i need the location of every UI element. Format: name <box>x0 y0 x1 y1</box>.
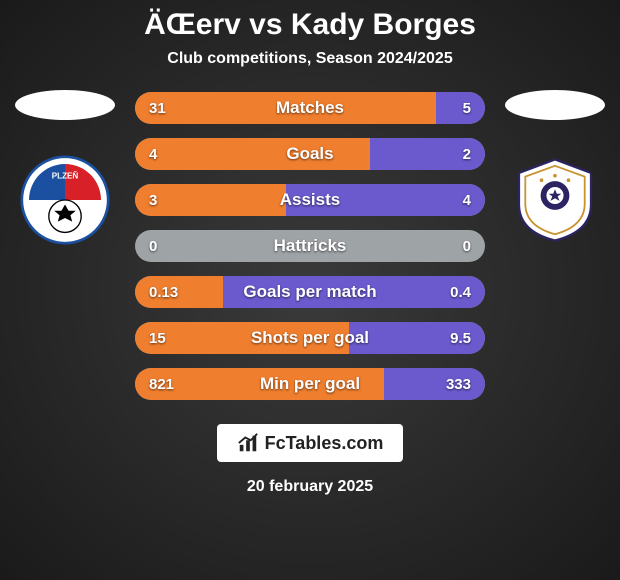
svg-text:PLZEŇ: PLZEŇ <box>52 171 79 180</box>
left-column: PLZEŇ <box>5 90 125 245</box>
stat-row: 0Hattricks0 <box>135 230 485 262</box>
stat-value-right: 0.4 <box>450 284 471 301</box>
stat-row: 3Assists4 <box>135 184 485 216</box>
right-club-badge <box>510 155 600 245</box>
stat-value-right: 9.5 <box>450 330 471 347</box>
stat-label: Hattricks <box>135 236 485 256</box>
stat-label: Min per goal <box>135 374 485 394</box>
page-title: ÄŒerv vs Kady Borges <box>144 8 476 42</box>
right-player-silhouette <box>505 90 605 120</box>
chart-icon <box>237 432 259 454</box>
stat-value-right: 0 <box>463 238 471 255</box>
stat-row: 4Goals2 <box>135 138 485 170</box>
subtitle: Club competitions, Season 2024/2025 <box>167 50 452 68</box>
left-club-badge: PLZEŇ <box>20 155 110 245</box>
stat-label: Matches <box>135 98 485 118</box>
stat-label: Assists <box>135 190 485 210</box>
stat-row: 31Matches5 <box>135 92 485 124</box>
right-column <box>495 90 615 245</box>
stat-label: Goals <box>135 144 485 164</box>
stat-label: Goals per match <box>135 282 485 302</box>
stat-value-right: 2 <box>463 146 471 163</box>
main-area: PLZEŇ 31Matches54Goals23Assists40Hattric… <box>0 90 620 400</box>
infographic-container: ÄŒerv vs Kady Borges Club competitions, … <box>0 0 620 580</box>
brand-text: FcTables.com <box>265 433 384 454</box>
stat-label: Shots per goal <box>135 328 485 348</box>
stat-row: 0.13Goals per match0.4 <box>135 276 485 308</box>
stat-value-right: 333 <box>446 376 471 393</box>
stat-row: 15Shots per goal9.5 <box>135 322 485 354</box>
stat-value-right: 5 <box>463 100 471 117</box>
left-player-silhouette <box>15 90 115 120</box>
stat-value-right: 4 <box>463 192 471 209</box>
stat-row: 821Min per goal333 <box>135 368 485 400</box>
footer-date: 20 february 2025 <box>247 478 373 496</box>
brand-badge: FcTables.com <box>217 424 404 462</box>
stats-column: 31Matches54Goals23Assists40Hattricks00.1… <box>135 92 485 400</box>
